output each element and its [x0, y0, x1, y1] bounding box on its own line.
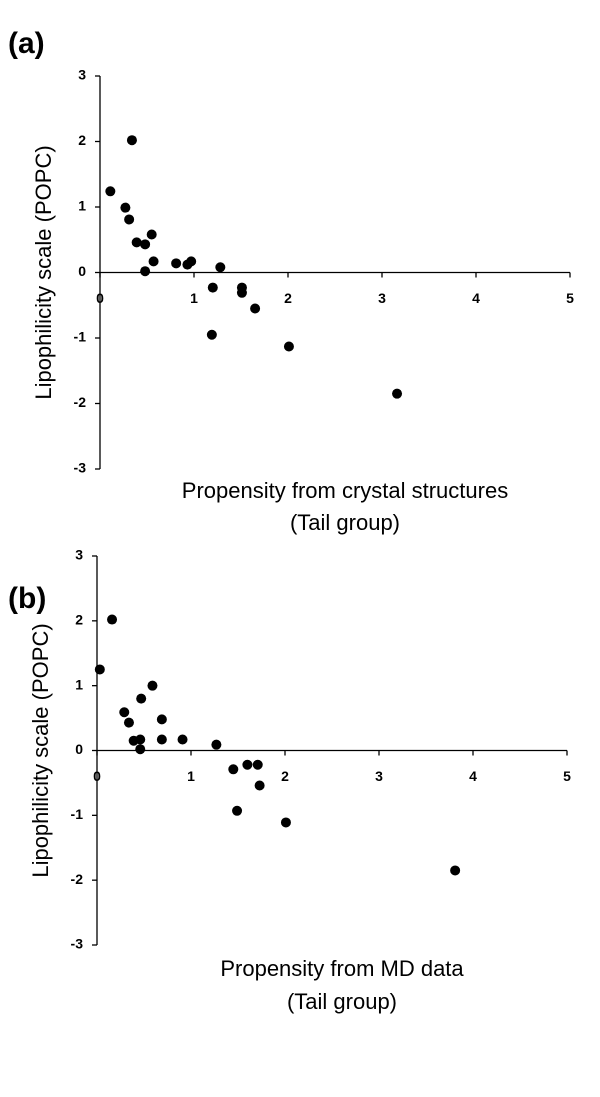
point: [107, 614, 118, 625]
x-tick-label: 2: [284, 290, 292, 306]
y-tick-label: 3: [78, 67, 86, 83]
y-tick-label: 3: [75, 547, 83, 563]
x-tick-label: 1: [187, 768, 195, 784]
point: [242, 759, 253, 770]
point: [156, 734, 167, 745]
point: [252, 759, 263, 770]
x-axis-label: Propensity from MD data: [220, 956, 464, 981]
y-tick-label: -3: [71, 936, 84, 952]
point: [232, 805, 243, 816]
x-tick-label: 2: [281, 768, 289, 784]
x-tick-label: 5: [566, 290, 574, 306]
point: [211, 739, 222, 750]
y-tick-label: -1: [74, 329, 87, 345]
panel-label: (b): [8, 582, 46, 615]
point: [186, 256, 197, 267]
point: [283, 341, 294, 352]
x-tick-label: 4: [472, 290, 480, 306]
point: [126, 135, 137, 146]
x-tick-label: 5: [563, 768, 571, 784]
y-tick-label: -1: [71, 806, 84, 822]
x-axis-label: Propensity from crystal structures: [182, 478, 508, 503]
point: [140, 239, 151, 250]
point: [392, 388, 403, 399]
point: [94, 664, 105, 675]
point: [280, 817, 291, 828]
point: [450, 865, 461, 876]
x-tick-label: 0: [96, 290, 104, 306]
y-tick-label: 2: [78, 132, 86, 148]
point: [156, 714, 167, 725]
point: [105, 186, 116, 197]
y-tick-label: 0: [78, 263, 86, 279]
point: [171, 258, 182, 269]
point: [206, 329, 217, 340]
point: [236, 287, 247, 298]
point: [147, 680, 158, 691]
y-tick-label: 2: [75, 612, 83, 628]
point: [136, 693, 147, 704]
point: [123, 717, 134, 728]
x-axis-label: (Tail group): [287, 989, 397, 1014]
point: [120, 202, 131, 213]
panel-label: (a): [8, 27, 45, 60]
point: [131, 237, 142, 248]
point: [119, 707, 130, 718]
point: [250, 303, 261, 314]
x-tick-label: 0: [93, 768, 101, 784]
point: [177, 734, 188, 745]
y-tick-label: 0: [75, 741, 83, 757]
point: [146, 229, 157, 240]
point: [135, 744, 146, 755]
x-tick-label: 3: [378, 290, 386, 306]
point: [135, 734, 146, 745]
point: [124, 214, 135, 225]
y-tick-label: -2: [71, 871, 84, 887]
y-axis-label: Lipophilicity scale (POPC): [28, 623, 53, 877]
point: [148, 256, 159, 267]
point: [228, 764, 239, 775]
y-tick-label: -2: [74, 394, 87, 410]
point: [254, 780, 265, 791]
y-axis-label: Lipophilicity scale (POPC): [31, 145, 56, 399]
y-tick-label: 1: [78, 198, 86, 214]
y-tick-label: 1: [75, 676, 83, 692]
y-tick-label: -3: [74, 460, 87, 476]
x-axis-label: (Tail group): [290, 510, 400, 535]
point: [215, 262, 226, 273]
x-tick-label: 3: [375, 768, 383, 784]
x-tick-label: 4: [469, 768, 477, 784]
x-tick-label: 1: [190, 290, 198, 306]
point: [207, 282, 218, 293]
point: [140, 266, 151, 277]
